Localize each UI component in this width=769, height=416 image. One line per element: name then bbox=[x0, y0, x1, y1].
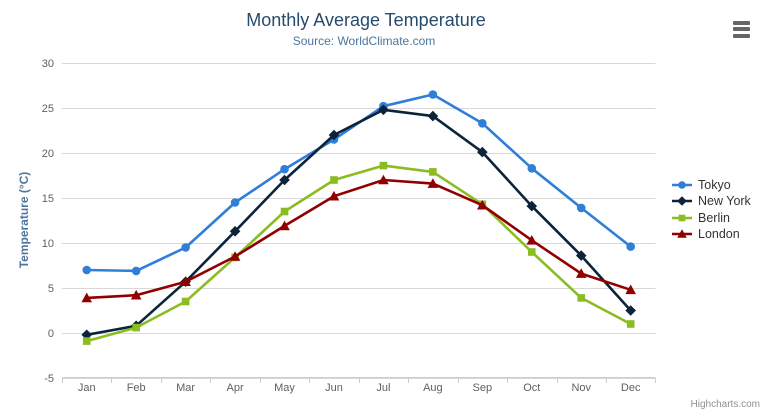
data-point-berlin[interactable] bbox=[330, 176, 338, 184]
data-point-new-york[interactable] bbox=[575, 250, 587, 261]
data-point-berlin[interactable] bbox=[429, 168, 437, 176]
y-gridlines bbox=[62, 63, 656, 379]
x-axis-label: May bbox=[274, 382, 295, 394]
data-point-new-york[interactable] bbox=[526, 200, 538, 212]
legend-marker-circle-icon bbox=[672, 181, 692, 189]
series-london[interactable] bbox=[81, 174, 636, 303]
data-point-london[interactable] bbox=[328, 190, 340, 201]
data-point-tokyo[interactable] bbox=[527, 164, 537, 173]
y-axis-title: Temperature (°C) bbox=[17, 172, 31, 269]
data-point-berlin[interactable] bbox=[82, 337, 91, 345]
data-point-berlin[interactable] bbox=[280, 207, 289, 216]
legend: Tokyo New York Berlin London bbox=[671, 177, 751, 242]
legend-marker-diamond-icon bbox=[672, 196, 692, 207]
y-axis-label: 30 bbox=[42, 58, 54, 70]
data-point-new-york[interactable] bbox=[427, 110, 439, 122]
data-point-tokyo[interactable] bbox=[230, 198, 240, 207]
data-point-london[interactable] bbox=[81, 292, 93, 303]
x-axis-label: Aug bbox=[423, 382, 443, 394]
data-point-tokyo[interactable] bbox=[478, 119, 487, 128]
y-axis-labels: -5 0 5 10 15 20 25 30 bbox=[42, 58, 54, 385]
data-point-london[interactable] bbox=[575, 268, 587, 278]
data-point-london[interactable] bbox=[526, 235, 538, 245]
x-axis-label: Oct bbox=[523, 382, 540, 394]
legend-item-tokyo[interactable]: Tokyo bbox=[671, 177, 751, 193]
data-point-new-york[interactable] bbox=[378, 104, 389, 116]
legend-item-berlin[interactable]: Berlin bbox=[671, 210, 751, 226]
data-point-tokyo[interactable] bbox=[181, 243, 190, 252]
data-point-berlin[interactable] bbox=[577, 294, 586, 302]
x-axis-label: Apr bbox=[227, 382, 244, 394]
x-axis-label: Feb bbox=[127, 382, 146, 394]
y-axis-label: 15 bbox=[42, 193, 54, 205]
x-axis bbox=[62, 377, 656, 383]
y-axis-label: 5 bbox=[48, 283, 54, 295]
legend-marker-symbol[interactable] bbox=[677, 229, 687, 238]
hamburger-icon bbox=[728, 20, 754, 38]
data-point-london[interactable] bbox=[378, 174, 389, 185]
x-axis-label: Nov bbox=[571, 382, 591, 394]
series-line-berlin[interactable] bbox=[85, 164, 632, 343]
chart-title: Monthly Average Temperature bbox=[246, 10, 486, 30]
credits-link[interactable]: Highcharts.com bbox=[690, 399, 760, 410]
data-point-london[interactable] bbox=[427, 178, 439, 188]
legend-marker-square-icon bbox=[672, 214, 692, 222]
legend-marker-symbol[interactable] bbox=[678, 214, 686, 222]
y-axis-label: 25 bbox=[42, 103, 54, 115]
legend-label: Berlin bbox=[698, 210, 730, 225]
data-point-london[interactable] bbox=[180, 276, 191, 286]
data-point-london[interactable] bbox=[625, 284, 636, 295]
y-axis-label: 10 bbox=[42, 238, 54, 250]
data-point-tokyo[interactable] bbox=[428, 90, 438, 99]
data-point-tokyo[interactable] bbox=[82, 265, 92, 275]
data-point-tokyo[interactable] bbox=[626, 242, 635, 251]
legend-item-london[interactable]: London bbox=[671, 226, 751, 242]
data-point-london[interactable] bbox=[279, 220, 290, 231]
data-point-tokyo[interactable] bbox=[576, 203, 586, 213]
data-point-berlin[interactable] bbox=[626, 320, 635, 328]
data-point-new-york[interactable] bbox=[279, 174, 290, 186]
legend-item-new-york[interactable]: New York bbox=[671, 193, 751, 209]
data-point-berlin[interactable] bbox=[527, 248, 536, 256]
legend-marker-triangle-icon bbox=[672, 229, 692, 238]
series-new-york[interactable] bbox=[81, 104, 636, 341]
x-axis-label: Jun bbox=[325, 382, 343, 394]
context-menu-button[interactable] bbox=[728, 17, 754, 41]
x-axis-label: Dec bbox=[621, 382, 641, 394]
data-point-new-york[interactable] bbox=[477, 146, 488, 158]
data-point-berlin[interactable] bbox=[181, 297, 190, 306]
series-line-london[interactable] bbox=[85, 178, 632, 300]
y-axis-label: -5 bbox=[44, 373, 54, 385]
x-axis-label: Mar bbox=[176, 382, 195, 394]
data-point-london[interactable] bbox=[229, 251, 241, 261]
data-point-london[interactable] bbox=[130, 289, 142, 300]
y-axis-label: 0 bbox=[48, 328, 54, 340]
legend-label: London bbox=[698, 227, 740, 242]
x-axis-label: Sep bbox=[473, 382, 493, 394]
data-point-new-york[interactable] bbox=[81, 329, 93, 341]
x-axis-label: Jan bbox=[78, 382, 96, 394]
data-point-london[interactable] bbox=[477, 199, 488, 210]
data-point-tokyo[interactable] bbox=[280, 164, 289, 174]
data-point-berlin[interactable] bbox=[379, 161, 388, 170]
x-axis-label: Jul bbox=[376, 382, 390, 394]
legend-label: Tokyo bbox=[698, 178, 731, 193]
data-point-new-york[interactable] bbox=[625, 305, 636, 316]
series-tokyo[interactable] bbox=[82, 90, 635, 276]
chart-subtitle: Source: WorldClimate.com bbox=[292, 34, 436, 48]
data-point-new-york[interactable] bbox=[229, 226, 241, 237]
series-line-new-york[interactable] bbox=[85, 108, 632, 337]
y-axis-label: 20 bbox=[42, 148, 54, 160]
x-axis-labels: Jan Feb Mar Apr May Jun Jul Aug Sep Oct Nov Dec bbox=[78, 382, 641, 394]
data-point-berlin[interactable] bbox=[132, 323, 140, 332]
legend-marker-symbol[interactable] bbox=[677, 196, 687, 207]
legend-marker-symbol[interactable] bbox=[678, 181, 686, 189]
legend-label: New York bbox=[698, 194, 751, 209]
data-point-new-york[interactable] bbox=[328, 129, 340, 141]
data-point-tokyo[interactable] bbox=[131, 266, 141, 276]
